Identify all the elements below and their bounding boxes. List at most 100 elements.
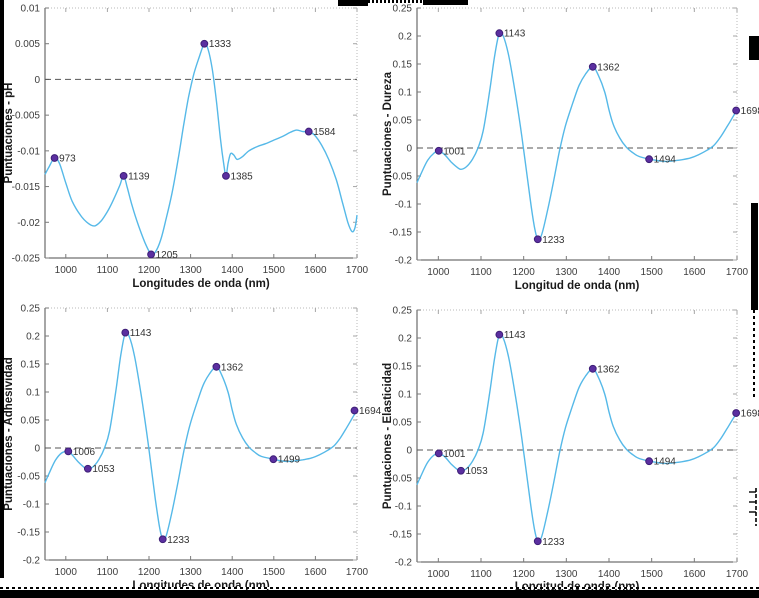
peak-label: 1362 (597, 62, 620, 73)
y-tick-label: -0.05 (17, 472, 40, 483)
clipped-right-fragment-dots (753, 310, 755, 400)
peak-marker (645, 155, 654, 164)
x-tick-label: 1200 (513, 569, 536, 580)
x-tick-label: 1700 (346, 265, 369, 276)
plot-box (44, 307, 358, 561)
x-tick-label: 1100 (97, 567, 119, 578)
y-tick-label: -0.025 (12, 254, 41, 265)
y-tick-label: -0.1 (23, 500, 41, 511)
peak-label: 1362 (597, 364, 620, 375)
y-axis-label: Puntuaciones - Dureza (382, 71, 394, 196)
y-tick-label: 0 (34, 75, 40, 86)
y-tick-label: -0.1 (395, 502, 413, 513)
y-tick-label: 0.2 (398, 32, 412, 43)
x-axis-label: Longitudes de onda (nm) (132, 278, 270, 290)
y-tick-label: 0.2 (26, 332, 40, 343)
y-tick-label: -0.15 (17, 528, 40, 539)
x-axis-label: Longitud de onda (nm) (515, 280, 640, 292)
clipped-top-fragment-dotted (368, 0, 423, 3)
y-tick-label: -0.2 (23, 556, 41, 567)
x-tick-label: 1400 (221, 567, 244, 578)
plot-box (416, 7, 738, 261)
x-tick-label: 1000 (55, 265, 78, 276)
y-tick-label: -0.005 (12, 111, 41, 122)
peak-label: 1001 (443, 449, 466, 460)
series-line (44, 42, 358, 256)
peak-marker (304, 127, 313, 136)
peak-marker (200, 39, 209, 48)
peak-label: 1233 (542, 537, 565, 548)
peak-label: 1053 (92, 464, 115, 475)
x-tick-label: 1600 (304, 265, 327, 276)
peak-marker (212, 362, 221, 371)
clipped-right-fragment-bracket (749, 488, 757, 526)
clipped-top-fragment-right (423, 0, 468, 5)
peak-marker (434, 449, 443, 458)
x-tick-label: 1600 (683, 267, 706, 278)
y-tick-label: 0.05 (393, 418, 413, 429)
y-tick-label: 0.1 (398, 390, 412, 401)
y-tick-label: 0 (406, 446, 412, 457)
y-axis-label: Puntuaciones - Elasticidad (382, 363, 394, 509)
peak-marker (588, 364, 597, 373)
peak-label: 1143 (504, 29, 526, 40)
peak-label: 1143 (504, 330, 526, 341)
peak-marker (121, 328, 130, 337)
x-tick-label: 1500 (263, 567, 286, 578)
y-tick-label: -0.2 (395, 256, 413, 267)
peak-marker (147, 250, 155, 259)
peak-label: 1362 (221, 362, 244, 373)
clipped-left-border (0, 0, 4, 578)
x-tick-label: 1500 (263, 265, 286, 276)
y-tick-label: 0.15 (393, 362, 413, 373)
peak-marker (457, 466, 465, 475)
peak-marker (119, 171, 128, 180)
y-tick-label: 0.25 (393, 306, 413, 317)
x-tick-label: 1200 (513, 267, 536, 278)
x-tick-label: 1700 (726, 267, 749, 278)
peak-marker (533, 537, 542, 546)
y-tick-label: -0.01 (17, 146, 40, 157)
series-line (44, 330, 358, 541)
x-tick-label: 1300 (555, 569, 578, 580)
x-tick-label: 1100 (97, 265, 119, 276)
peak-label: 1698 (741, 106, 759, 117)
peak-marker (732, 409, 741, 417)
peak-label: 1499 (278, 455, 301, 466)
peak-marker (495, 330, 504, 339)
x-tick-label: 1200 (138, 265, 161, 276)
y-tick-label: 0.05 (393, 116, 413, 127)
peak-marker (495, 29, 504, 38)
x-tick-label: 1700 (726, 569, 749, 580)
x-tick-label: 1300 (555, 267, 578, 278)
peak-marker (588, 62, 597, 71)
peak-marker (158, 535, 167, 544)
subplot-elasticidad: 1000 1100 1200 1300 1400 1500 1600 1700 0.25 0.2 0… (382, 306, 759, 594)
subplot-ph: 1000 1100 1200 1300 1400 1500 1600 1700 0.01 0.00… (3, 4, 369, 291)
x-tick-label: 1000 (427, 569, 450, 580)
y-tick-label: -0.15 (389, 530, 412, 541)
x-axis-label: Longitudes de onda (nm) (132, 580, 270, 592)
y-tick-label: 0 (406, 144, 412, 155)
y-tick-label: 0 (34, 444, 40, 455)
peak-label: 1205 (156, 250, 179, 261)
peak-label: 1006 (73, 447, 96, 458)
subplot-dureza: 1000 1100 1200 1300 1400 1500 1600 1700 0.25 0.2 0… (382, 4, 759, 293)
x-tick-label: 1000 (427, 267, 450, 278)
peak-label: 1584 (313, 127, 336, 138)
peak-label: 1694 (359, 406, 382, 417)
peak-label: 1143 (130, 328, 152, 339)
x-tick-label: 1400 (221, 265, 244, 276)
peak-label: 1333 (209, 39, 232, 50)
y-tick-label: -0.1 (395, 200, 413, 211)
x-tick-label: 1400 (598, 267, 621, 278)
clipped-bottom-border (0, 590, 759, 598)
peak-marker (222, 171, 230, 180)
peak-label: 1385 (230, 171, 253, 182)
x-tick-label: 1500 (641, 569, 664, 580)
peak-label: 1053 (465, 466, 488, 477)
y-tick-label: 0.1 (26, 388, 40, 399)
x-tick-label: 1400 (598, 569, 621, 580)
peak-label: 1494 (654, 155, 677, 166)
